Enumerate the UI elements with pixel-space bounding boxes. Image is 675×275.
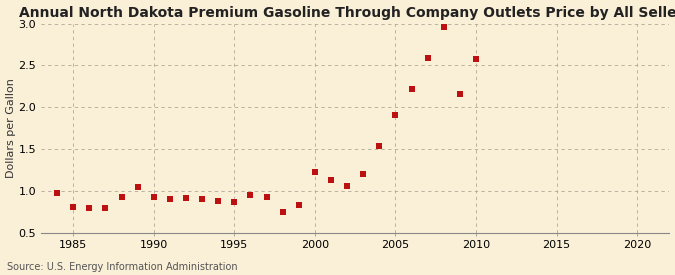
Point (116, 194, 127, 199)
Point (423, 56, 433, 60)
Point (84, 206, 95, 210)
Point (181, 196, 192, 200)
Point (148, 195, 159, 200)
Point (213, 199, 223, 203)
Point (165, 197, 176, 201)
Point (325, 178, 336, 182)
Point (390, 113, 401, 118)
Point (374, 144, 385, 148)
Title: Annual North Dakota Premium Gasoline Through Company Outlets Price by All Seller: Annual North Dakota Premium Gasoline Thr… (19, 6, 675, 20)
Point (439, 25, 450, 29)
Point (310, 170, 321, 175)
Point (294, 203, 304, 207)
Point (245, 193, 256, 197)
Point (277, 210, 288, 214)
Point (196, 197, 207, 201)
Y-axis label: Dollars per Gallon: Dollars per Gallon (5, 78, 16, 178)
Point (470, 56, 481, 61)
Point (132, 185, 143, 189)
Point (68, 205, 78, 210)
Point (358, 172, 369, 176)
Point (454, 92, 465, 96)
Point (261, 194, 272, 199)
Point (406, 87, 417, 91)
Point (52, 191, 63, 196)
Point (229, 200, 240, 205)
Point (100, 206, 111, 210)
Text: Source: U.S. Energy Information Administration: Source: U.S. Energy Information Administ… (7, 262, 238, 272)
Point (342, 183, 352, 188)
